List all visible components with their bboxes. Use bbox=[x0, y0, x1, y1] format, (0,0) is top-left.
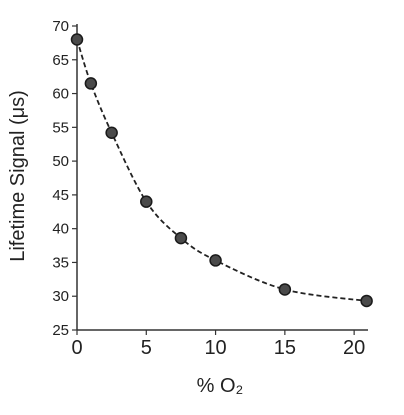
data-point bbox=[140, 195, 153, 208]
data-point bbox=[174, 231, 188, 245]
x-axis-ticks: 0 5 10 15 20 bbox=[71, 330, 365, 359]
y-tick-label: 40 bbox=[52, 221, 69, 238]
data-points bbox=[70, 33, 373, 308]
y-tick-label: 50 bbox=[52, 153, 69, 170]
x-tick-label: 15 bbox=[274, 337, 296, 359]
y-tick-label: 65 bbox=[52, 52, 69, 69]
y-tick-label: 70 bbox=[52, 18, 69, 35]
y-axis-ticks: 25 30 35 40 45 50 55 60 65 70 bbox=[52, 18, 77, 339]
y-tick-label: 60 bbox=[52, 86, 69, 103]
y-tick-label: 25 bbox=[52, 322, 69, 339]
x-tick-label: 5 bbox=[141, 337, 152, 359]
y-tick-label: 30 bbox=[52, 288, 69, 305]
data-point bbox=[84, 77, 98, 90]
data-point bbox=[278, 283, 292, 296]
y-axis-title: Lifetime Signal (μs) bbox=[7, 90, 29, 262]
y-tick-label: 55 bbox=[52, 119, 69, 136]
data-point bbox=[360, 294, 373, 308]
data-point bbox=[70, 33, 84, 46]
x-tick-label: 20 bbox=[343, 337, 365, 359]
y-tick-label: 35 bbox=[52, 254, 69, 271]
data-point bbox=[105, 126, 118, 139]
data-point bbox=[209, 254, 222, 267]
x-tick-label: 10 bbox=[204, 337, 226, 359]
y-tick-label: 45 bbox=[52, 187, 69, 204]
x-axis-title: % O₂ bbox=[197, 375, 244, 397]
x-tick-label: 0 bbox=[71, 337, 82, 359]
fit-curve bbox=[76, 39, 367, 302]
